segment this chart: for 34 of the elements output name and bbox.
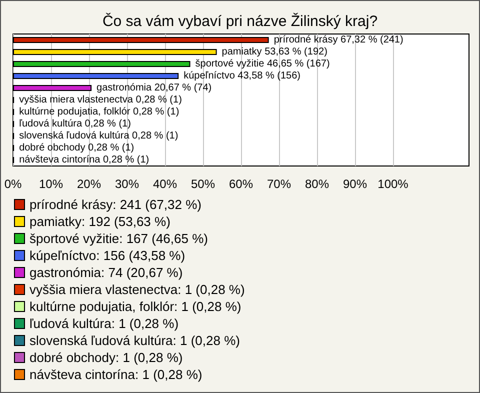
legend-label: športové vyžitie: 167 (46,65 %)	[30, 231, 208, 246]
data-label: gastronómia 20,67 % (74)	[96, 82, 212, 94]
x-tick-label: 50%	[190, 177, 216, 191]
x-tick-label: 40%	[152, 177, 178, 191]
data-label: kúpeľníctvo 43,58 % (156)	[184, 70, 300, 82]
x-tick-label: 30%	[114, 177, 140, 191]
data-label: ľudová kultúra 0,28 % (1)	[19, 118, 131, 130]
legend-label: gastronómia: 74 (20,67 %)	[30, 265, 183, 280]
legend-label: prírodné krásy: 241 (67,32 %)	[30, 197, 202, 212]
legend-label: dobré obchody: 1 (0,28 %)	[30, 350, 183, 365]
legend-label: kultúrne podujatia, folklór: 1 (0,28 %)	[30, 299, 242, 314]
x-tick-label: 10%	[38, 177, 64, 191]
x-tick-label: 100%	[378, 177, 409, 191]
legend-label: návšteva cintorína: 1 (0,28 %)	[30, 367, 202, 382]
legend-label: pamiatky: 192 (53,63 %)	[30, 214, 170, 229]
data-label: prírodné krásy 67,32 % (241)	[274, 34, 404, 46]
data-label: vyššia miera vlastenectva 0,28 % (1)	[19, 94, 182, 106]
legend-label: slovenská ľudová kultúra: 1 (0,28 %)	[30, 333, 240, 348]
x-tick-label: 60%	[228, 177, 254, 191]
data-label: športové vyžitie 46,65 % (167)	[195, 58, 330, 70]
x-tick-label: 70%	[266, 177, 292, 191]
legend-label: kúpeľníctvo: 156 (43,58 %)	[30, 248, 186, 263]
x-tick-label: 80%	[304, 177, 330, 191]
legend-label: vyššia miera vlastenectva: 1 (0,28 %)	[30, 282, 245, 297]
chart-title: Čo sa vám vybaví pri názve Žilinský kraj?	[102, 12, 378, 30]
data-label: kultúrne podujatia, folklór 0,28 % (1)	[19, 106, 180, 118]
x-tick-label: 90%	[342, 177, 368, 191]
data-label: návšteva cintorína 0,28 % (1)	[19, 154, 150, 166]
data-label: dobré obchody 0,28 % (1)	[19, 142, 134, 154]
legend-label: ľudová kultúra: 1 (0,28 %)	[30, 316, 179, 331]
data-label: slovenská ľudová kultúra 0,28 % (1)	[19, 130, 178, 142]
x-tick-label: 0%	[4, 177, 22, 191]
data-label: pamiatky 53,63 % (192)	[222, 46, 328, 58]
x-tick-label: 20%	[76, 177, 102, 191]
